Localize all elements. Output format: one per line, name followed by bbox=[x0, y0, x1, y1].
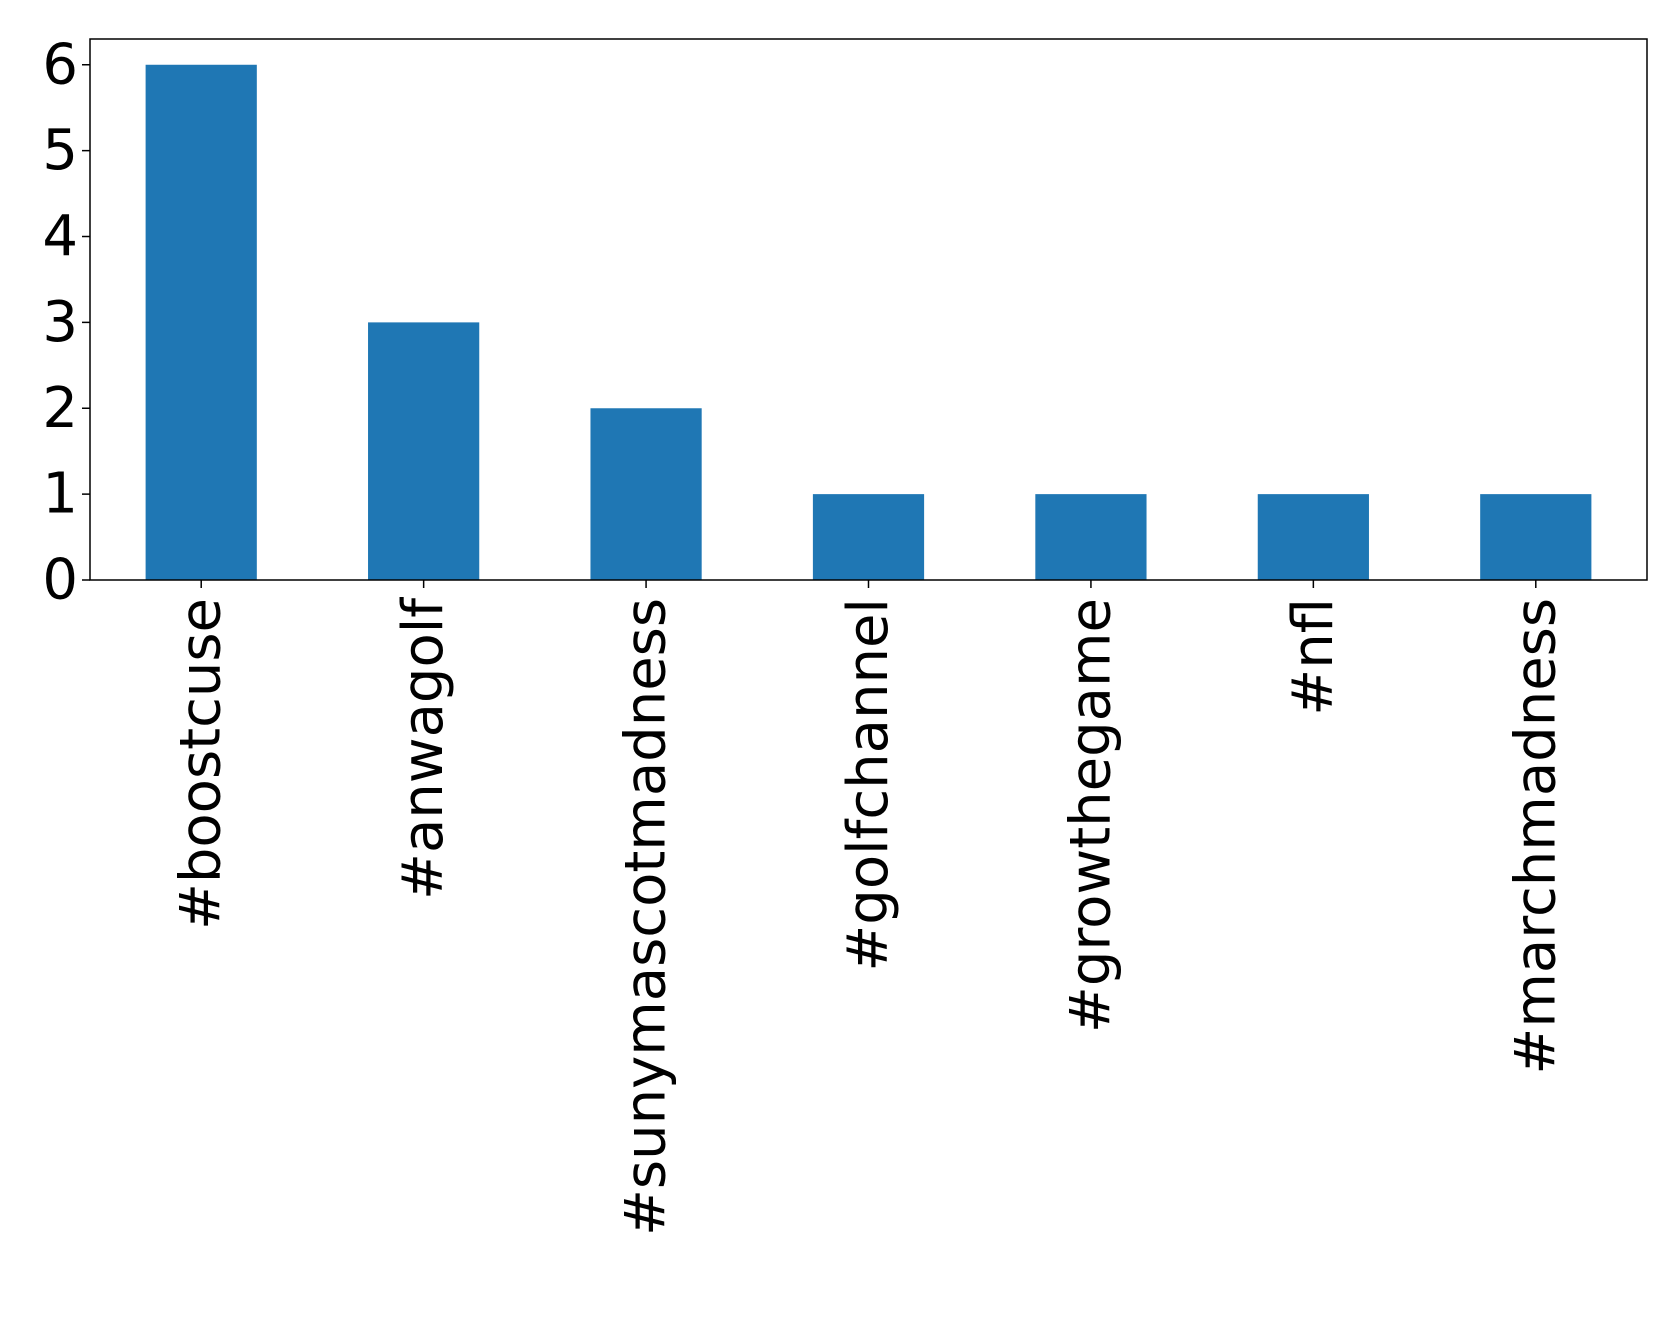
x-tick-label: #anwagolf bbox=[391, 597, 456, 900]
x-tick-label: #marchmadness bbox=[1503, 598, 1568, 1075]
bar-anwagolf bbox=[368, 322, 480, 580]
x-tick-label: #golfchannel bbox=[836, 598, 901, 972]
bar-nfl bbox=[1257, 494, 1369, 580]
x-axis: #boostcuse #anwagolf #sunymascotmadness #go… bbox=[169, 580, 1568, 1236]
bar-sunymascotmadness bbox=[590, 408, 702, 580]
y-tick-label: 2 bbox=[42, 376, 78, 441]
y-tick-label: 0 bbox=[42, 548, 78, 613]
bar-boostcuse bbox=[145, 64, 257, 580]
y-tick-label: 3 bbox=[42, 290, 78, 355]
y-axis: 0 1 2 3 4 5 6 bbox=[42, 32, 90, 613]
y-tick-label: 5 bbox=[42, 118, 78, 183]
y-tick-label: 6 bbox=[42, 32, 78, 97]
y-tick-label: 1 bbox=[42, 462, 78, 527]
x-tick-label: #growthegame bbox=[1058, 598, 1123, 1033]
x-tick-label: #sunymascotmadness bbox=[614, 598, 679, 1236]
bars-group bbox=[145, 64, 1592, 580]
plot-frame bbox=[89, 38, 1648, 581]
bar-marchmadness bbox=[1480, 494, 1592, 580]
x-tick-label: #nfl bbox=[1281, 598, 1346, 716]
y-tick-label: 4 bbox=[42, 204, 78, 269]
bar-golfchannel bbox=[812, 494, 925, 580]
bar-growthegame bbox=[1035, 494, 1147, 580]
x-tick-label: #boostcuse bbox=[169, 598, 234, 930]
